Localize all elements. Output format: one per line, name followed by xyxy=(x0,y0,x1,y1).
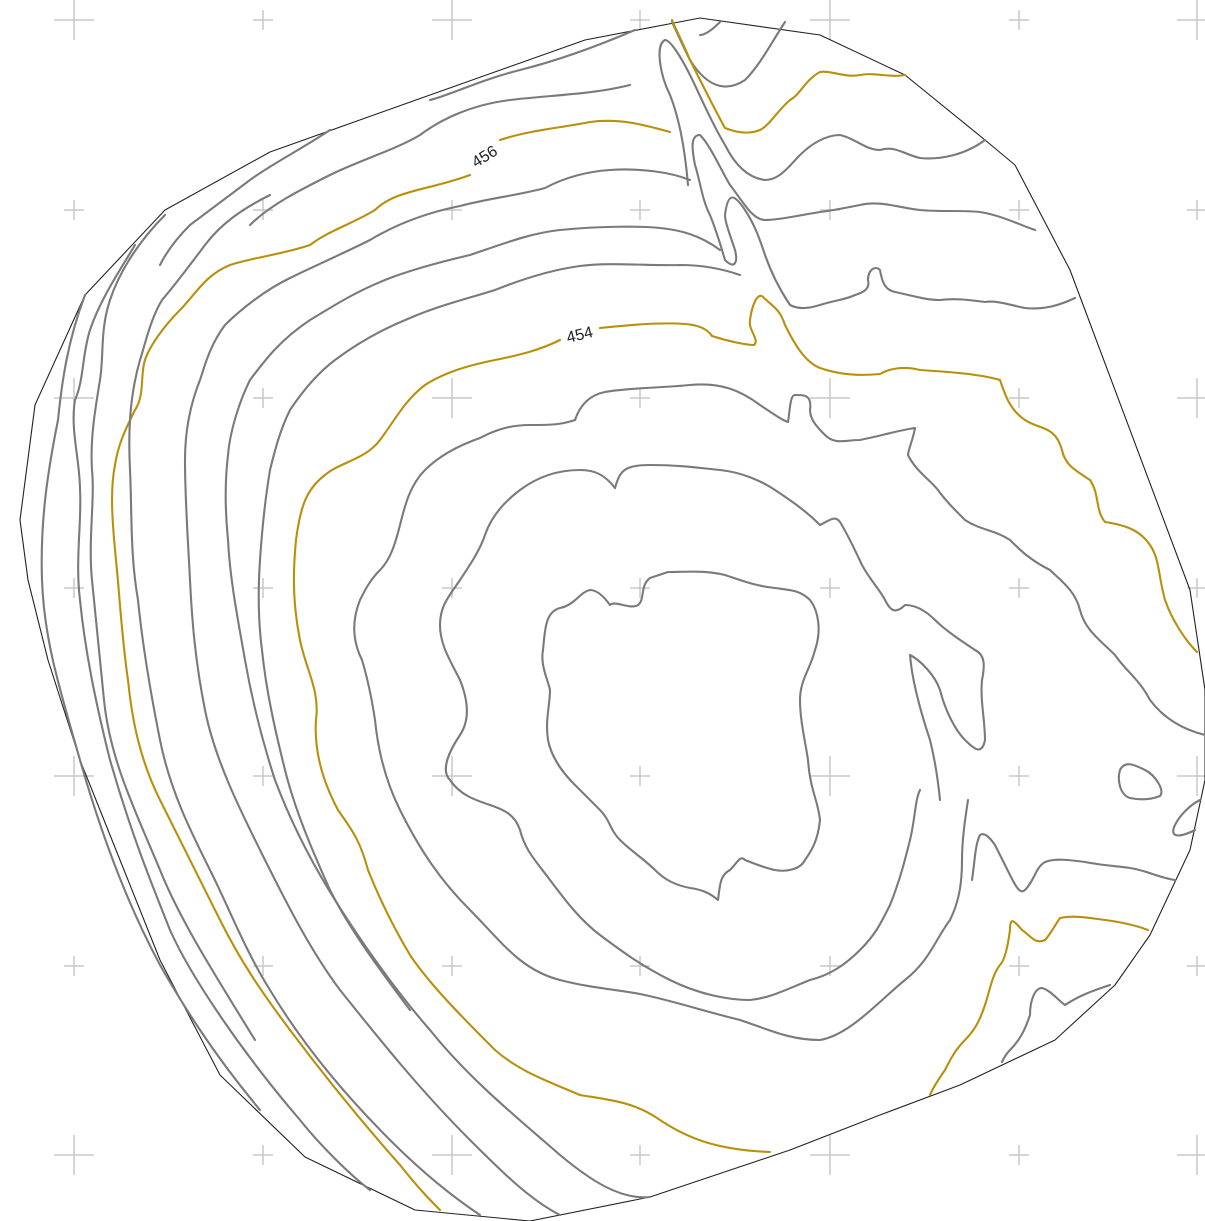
contour-line xyxy=(224,225,722,1199)
grid-marks xyxy=(54,0,1205,1175)
grid-cross-mark xyxy=(432,0,472,40)
grid-cross-mark xyxy=(54,756,94,796)
grid-cross-mark xyxy=(432,1135,472,1175)
contour-line xyxy=(723,196,1077,310)
grid-cross-mark xyxy=(630,956,650,976)
contour-line xyxy=(573,383,1205,737)
contour-line xyxy=(670,20,787,88)
grid-cross-mark xyxy=(64,956,84,976)
grid-cross-mark xyxy=(253,578,273,598)
contour-line xyxy=(658,38,987,187)
grid-cross-mark xyxy=(1009,578,1029,598)
grid-cross-mark xyxy=(253,388,273,408)
contour-line xyxy=(498,119,672,142)
grid-cross-mark xyxy=(810,1135,850,1175)
grid-cross-mark xyxy=(630,1145,650,1165)
contour-line xyxy=(158,128,332,267)
grid-cross-mark xyxy=(630,388,650,408)
grid-cross-mark xyxy=(253,766,273,786)
contour-line xyxy=(257,263,742,1012)
contour-line xyxy=(691,133,1037,266)
contour-line xyxy=(1172,798,1202,837)
contour-line xyxy=(541,570,822,902)
grid-cross-mark xyxy=(630,578,650,598)
grid-cross-mark xyxy=(1177,1135,1205,1175)
grid-cross-mark xyxy=(1187,578,1205,598)
contour-line xyxy=(248,83,632,227)
contour-line xyxy=(72,243,372,1192)
contour-line xyxy=(110,173,472,1212)
grid-cross-mark xyxy=(1009,766,1029,786)
grid-cross-mark xyxy=(810,756,850,796)
grid-cross-mark xyxy=(64,200,84,220)
contour-line xyxy=(670,18,907,134)
grid-cross-mark xyxy=(1187,200,1205,220)
grid-cross-mark xyxy=(442,956,462,976)
grid-cross-mark xyxy=(630,200,650,220)
contour-line xyxy=(928,915,1150,1097)
grid-cross-mark xyxy=(1187,956,1205,976)
grid-cross-mark xyxy=(810,0,850,40)
contour-line xyxy=(438,468,922,1002)
contour-line xyxy=(89,213,257,1042)
contour-line xyxy=(598,294,1199,654)
grid-cross-mark xyxy=(54,1135,94,1175)
grid-cross-mark xyxy=(253,1145,273,1165)
grid-cross-mark xyxy=(1009,1145,1029,1165)
grid-cross-mark xyxy=(1009,956,1029,976)
grid-cross-mark xyxy=(432,378,472,418)
grid-cross-mark xyxy=(442,578,462,598)
contour-line xyxy=(128,193,482,1217)
contour-line xyxy=(970,833,1177,893)
grid-cross-mark xyxy=(1009,388,1029,408)
contour-line xyxy=(292,338,772,1154)
grid-cross-mark xyxy=(1009,10,1029,30)
grid-cross-mark xyxy=(64,578,84,598)
contour-line xyxy=(1117,763,1163,801)
grid-cross-mark xyxy=(1177,378,1205,418)
contour-line xyxy=(40,293,262,1112)
contour-line xyxy=(428,28,637,102)
grid-cross-mark xyxy=(253,10,273,30)
grid-cross-mark xyxy=(630,10,650,30)
contour-line xyxy=(183,168,692,1217)
grid-cross-mark xyxy=(1177,756,1205,796)
grid-cross-mark xyxy=(54,0,94,40)
grid-cross-mark xyxy=(432,756,472,796)
grid-cross-mark xyxy=(810,378,850,418)
contour-line xyxy=(613,463,987,802)
contour-line xyxy=(353,418,970,1042)
contour-label-454: 454 xyxy=(565,324,595,347)
contour-line xyxy=(1000,983,1112,1064)
grid-cross-mark xyxy=(630,766,650,786)
contour-label-456: 456 xyxy=(469,143,501,172)
grid-cross-mark xyxy=(1177,0,1205,40)
contour-line xyxy=(698,20,722,37)
grid-cross-mark xyxy=(1009,200,1029,220)
survey-boundary xyxy=(19,17,1205,1221)
grid-cross-mark xyxy=(820,578,840,598)
